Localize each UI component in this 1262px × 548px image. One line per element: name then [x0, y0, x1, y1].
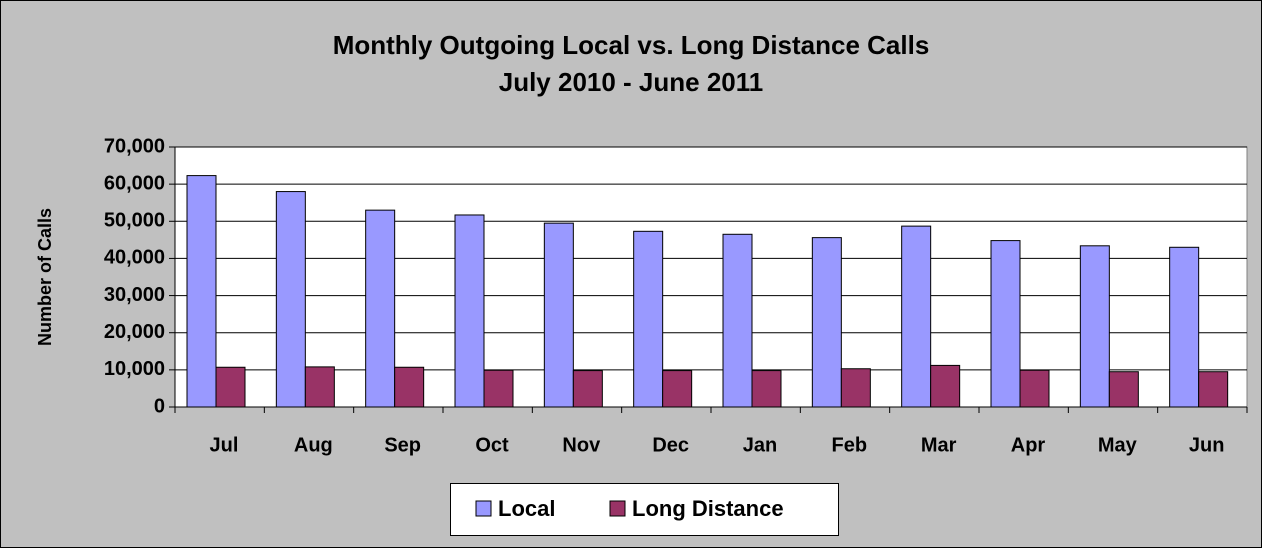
- legend-swatch: [609, 500, 626, 517]
- bar: [722, 233, 753, 408]
- y-tick-label: 0: [154, 395, 165, 417]
- legend-box: [450, 483, 839, 536]
- x-tick-label: May: [1098, 434, 1138, 456]
- x-tick-label: Oct: [475, 434, 509, 456]
- bar: [1019, 369, 1050, 408]
- x-tick-label: Aug: [294, 434, 333, 456]
- bar: [840, 368, 871, 408]
- chart-subtitle: July 2010 - June 2011: [499, 67, 764, 97]
- bar: [990, 240, 1021, 408]
- bar: [483, 369, 514, 408]
- chart-title: Monthly Outgoing Local vs. Long Distance…: [333, 30, 930, 60]
- bar: [811, 237, 842, 408]
- bar: [572, 370, 603, 408]
- plot-area: [174, 146, 1248, 408]
- bar: [662, 370, 693, 408]
- x-tick-label: Jul: [210, 434, 239, 456]
- bar: [186, 175, 217, 408]
- y-tick-label: 30,000: [104, 284, 165, 306]
- legend-swatch: [475, 500, 492, 517]
- bar: [454, 214, 485, 408]
- x-tick-label: Dec: [652, 434, 689, 456]
- bar: [394, 366, 425, 408]
- y-tick-label: 70,000: [104, 135, 165, 157]
- bar: [304, 366, 335, 408]
- x-tick-label: Nov: [562, 434, 601, 456]
- x-tick-label: Apr: [1011, 434, 1046, 456]
- y-tick-label: 10,000: [104, 358, 165, 380]
- y-tick-label: 50,000: [104, 210, 165, 232]
- bar: [901, 225, 932, 408]
- x-tick-label: Sep: [384, 434, 421, 456]
- bar: [1169, 246, 1200, 408]
- bar: [1108, 371, 1139, 408]
- x-tick-label: Mar: [921, 434, 957, 456]
- bar: [751, 370, 782, 408]
- bar: [275, 191, 306, 408]
- y-tick-label: 60,000: [104, 172, 165, 194]
- legend-label: Local: [498, 496, 555, 521]
- bar: [1198, 371, 1229, 408]
- x-tick-label: Feb: [832, 434, 868, 456]
- y-axis-label: Number of Calls: [35, 208, 55, 346]
- legend-label: Long Distance: [632, 496, 784, 521]
- x-tick-label: Jan: [743, 434, 777, 456]
- x-tick-label: Jun: [1189, 434, 1225, 456]
- bar: [365, 209, 396, 408]
- bar: [1079, 245, 1110, 408]
- y-tick-label: 40,000: [104, 247, 165, 269]
- bar: [215, 366, 246, 408]
- bar: [930, 364, 961, 408]
- y-tick-label: 20,000: [104, 321, 165, 343]
- bar: [543, 222, 574, 408]
- bar: [633, 230, 664, 408]
